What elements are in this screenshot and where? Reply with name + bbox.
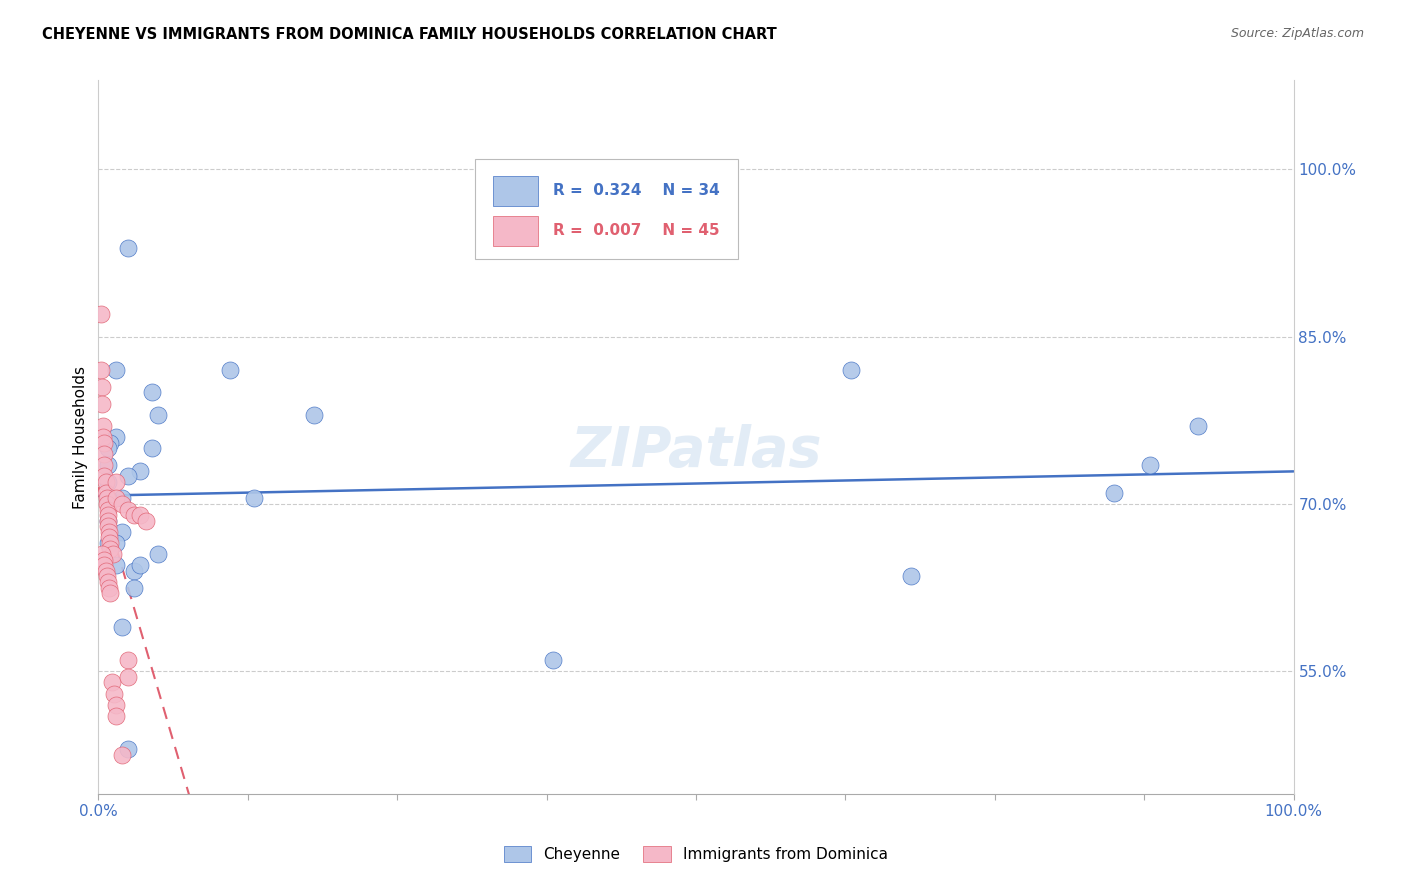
Point (91, 418, 114, 433)
Point (90, 363, 112, 377)
Point (111, 497, 134, 511)
Legend: Cheyenne, Immigrants from Dominica: Cheyenne, Immigrants from Dominica (498, 840, 894, 868)
Point (98, 435, 122, 450)
Point (117, 469, 139, 483)
Point (129, 558, 152, 573)
Point (117, 653, 139, 667)
Text: CHEYENNE VS IMMIGRANTS FROM DOMINICA FAMILY HOUSEHOLDS CORRELATION CHART: CHEYENNE VS IMMIGRANTS FROM DOMINICA FAM… (42, 27, 778, 42)
Point (97, 514, 120, 528)
Point (117, 502, 139, 516)
Point (97, 514, 120, 528)
FancyBboxPatch shape (494, 216, 538, 246)
Point (90, 307, 112, 321)
Point (105, 558, 128, 573)
Point (97, 574, 120, 589)
Point (124, 564, 146, 578)
Point (97, 508, 120, 523)
Point (93, 435, 115, 450)
Point (105, 475, 128, 489)
Point (96, 569, 118, 583)
Point (98, 581, 121, 595)
Point (302, 408, 325, 422)
Point (93, 447, 115, 461)
Point (141, 442, 163, 455)
Point (98, 536, 122, 550)
Point (1187, 418, 1209, 433)
Point (91, 380, 114, 394)
Point (100, 675, 122, 690)
Point (101, 547, 124, 561)
Point (93, 552, 115, 567)
Point (94, 564, 117, 578)
Point (111, 619, 134, 633)
Text: R =  0.324    N = 34: R = 0.324 N = 34 (553, 184, 720, 198)
Point (243, 491, 266, 506)
Point (97, 458, 120, 472)
Point (105, 430, 128, 444)
Point (97, 475, 120, 489)
Point (91, 547, 114, 561)
Point (124, 581, 146, 595)
Point (129, 508, 152, 523)
Point (96, 491, 118, 506)
FancyBboxPatch shape (494, 176, 538, 206)
Point (103, 687, 125, 701)
Point (98, 530, 121, 544)
Point (1139, 458, 1161, 472)
Point (97, 536, 120, 550)
Point (105, 491, 128, 506)
Point (117, 742, 139, 756)
Point (541, 653, 564, 667)
Point (111, 747, 134, 762)
Point (117, 240, 139, 255)
Point (841, 363, 863, 377)
Point (98, 541, 122, 556)
FancyBboxPatch shape (475, 159, 738, 259)
Text: R =  0.007    N = 45: R = 0.007 N = 45 (553, 223, 720, 238)
Point (111, 524, 134, 539)
Point (91, 430, 114, 444)
Point (105, 708, 128, 723)
Point (219, 363, 242, 377)
Point (117, 670, 139, 684)
Point (94, 485, 117, 500)
Text: ZIPatlas: ZIPatlas (571, 425, 821, 478)
Point (148, 547, 170, 561)
Point (97, 519, 120, 533)
Point (900, 569, 922, 583)
Point (98, 524, 121, 539)
Point (135, 514, 157, 528)
Point (1104, 485, 1126, 500)
Point (97, 442, 120, 455)
Point (105, 536, 128, 550)
Point (94, 475, 117, 489)
Point (124, 508, 146, 523)
Point (129, 464, 152, 478)
Point (93, 558, 115, 573)
Point (98, 586, 122, 600)
Point (96, 497, 118, 511)
Point (97, 502, 120, 516)
Point (93, 458, 115, 472)
Text: Source: ZipAtlas.com: Source: ZipAtlas.com (1230, 27, 1364, 40)
Point (93, 469, 115, 483)
Y-axis label: Family Households: Family Households (73, 366, 89, 508)
Point (148, 408, 170, 422)
Point (111, 491, 134, 506)
Point (91, 396, 114, 410)
Point (105, 698, 128, 712)
Point (141, 385, 163, 400)
Point (105, 363, 128, 377)
Point (97, 491, 120, 506)
